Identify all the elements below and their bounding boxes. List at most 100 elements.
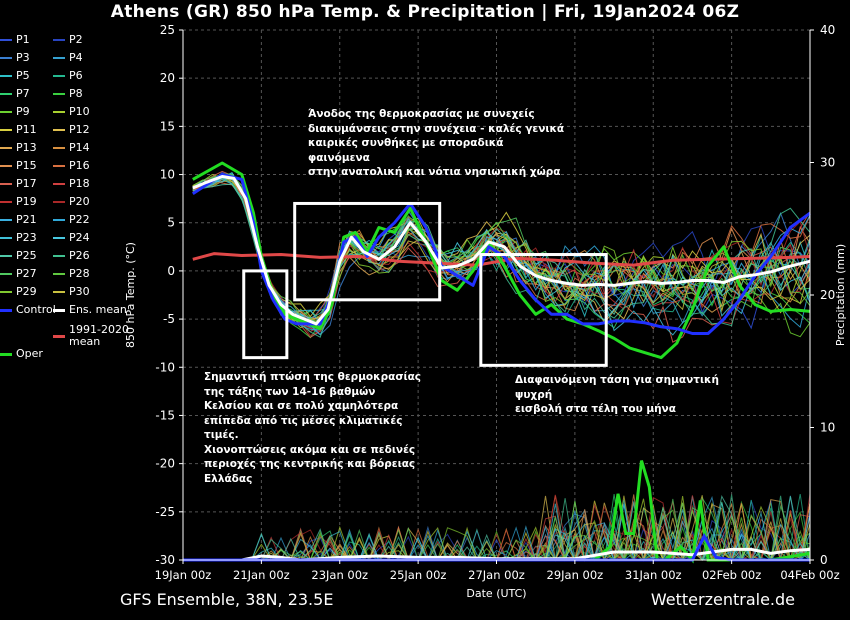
- series-ens-mean: [192, 175, 811, 326]
- legend-swatch: [0, 183, 12, 185]
- legend-swatch: [0, 39, 12, 41]
- legend-label: Control: [16, 303, 56, 316]
- legend-label: Oper: [16, 347, 43, 360]
- legend-item: P23: [0, 232, 37, 244]
- legend-swatch: [0, 291, 12, 293]
- legend-item: P18: [53, 178, 90, 190]
- legend-swatch: [0, 147, 12, 149]
- legend-label: P8: [69, 87, 83, 100]
- legend-label: P13: [16, 141, 37, 154]
- legend-swatch: [53, 39, 65, 41]
- legend-swatch: [53, 147, 65, 149]
- legend-item: P16: [53, 160, 90, 172]
- legend-label: P2: [69, 33, 83, 46]
- legend-swatch: [0, 201, 12, 203]
- legend-label: P22: [69, 213, 90, 226]
- y-tick-label: -5: [163, 312, 175, 326]
- legend-item: P7: [0, 88, 30, 100]
- highlight-boxes: [242, 201, 608, 367]
- legend-item: P26: [53, 250, 90, 262]
- legend-swatch: [0, 255, 12, 257]
- legend-swatch: [53, 219, 65, 221]
- legend-swatch: [53, 165, 65, 167]
- legend-swatch: [53, 291, 65, 293]
- highlight-box-2: [293, 201, 442, 302]
- x-tick-label: 27Jan 00z: [468, 568, 525, 582]
- legend-label: P11: [16, 123, 37, 136]
- legend-label: P20: [69, 195, 90, 208]
- y-tick-label: -20: [155, 457, 175, 471]
- legend-swatch: [53, 129, 65, 131]
- legend-item: P25: [0, 250, 37, 262]
- y2-tick-label: 40: [820, 23, 835, 37]
- legend-swatch: [0, 165, 12, 167]
- legend-label: P14: [69, 141, 90, 154]
- x-tick-label: 29Jan 00z: [547, 568, 604, 582]
- legend-swatch: [0, 111, 12, 113]
- x-tick-label: 02Feb 00z: [702, 568, 761, 582]
- legend-label: P30: [69, 285, 90, 298]
- y-tick-label: -25: [155, 505, 175, 519]
- legend-label: P1: [16, 33, 30, 46]
- legend-swatch: [53, 57, 65, 59]
- legend-label: P27: [16, 267, 37, 280]
- legend-swatch: [53, 308, 65, 312]
- x-tick-label: 21Jan 00z: [233, 568, 290, 582]
- legend-item: Oper: [0, 348, 43, 360]
- legend-item: P6: [53, 70, 83, 82]
- member-line: [192, 174, 811, 328]
- legend-item: Control: [0, 304, 56, 316]
- legend-swatch: [53, 334, 65, 338]
- legend-label: P3: [16, 51, 30, 64]
- x-tick-label: 25Jan 00z: [390, 568, 447, 582]
- legend-item: P2: [53, 34, 83, 46]
- legend-label: P21: [16, 213, 37, 226]
- legend-item: P4: [53, 52, 83, 64]
- legend-label: P10: [69, 105, 90, 118]
- y2-axis-label: Precipitation (mm): [834, 244, 847, 346]
- legend-item: P1: [0, 34, 30, 46]
- legend-swatch: [53, 75, 65, 77]
- series-1991-2020-mean: [192, 252, 811, 267]
- y2-tick-label: 20: [820, 288, 835, 302]
- legend-item: P19: [0, 196, 37, 208]
- member-line: [192, 180, 811, 322]
- legend-label: P17: [16, 177, 37, 190]
- legend-label: P23: [16, 231, 37, 244]
- y-tick-label: 15: [160, 119, 175, 133]
- legend-swatch: [0, 57, 12, 59]
- legend-label: P4: [69, 51, 83, 64]
- legend-item: P10: [53, 106, 90, 118]
- legend-label: P24: [69, 231, 90, 244]
- legend-swatch: [0, 129, 12, 131]
- x-tick-label: 19Jan 00z: [155, 568, 212, 582]
- y-tick-label: 10: [160, 168, 175, 182]
- legend-label: P6: [69, 69, 83, 82]
- legend-item: P20: [53, 196, 90, 208]
- highlight-box-3: [479, 253, 608, 367]
- x-tick-label: 23Jan 00z: [311, 568, 368, 582]
- legend-label: P16: [69, 159, 90, 172]
- member-line: [192, 171, 811, 336]
- x-tick-label: 04Feb 00z: [780, 568, 839, 582]
- legend-swatch: [53, 237, 65, 239]
- legend-label: P7: [16, 87, 30, 100]
- y-tick-label: -10: [155, 360, 175, 374]
- y2-tick-label: 0: [820, 553, 828, 567]
- legend-swatch: [0, 273, 12, 275]
- legend-label: P29: [16, 285, 37, 298]
- y-axis-label: 850 hPa Temp. (°C): [124, 242, 137, 348]
- legend-swatch: [53, 255, 65, 257]
- legend-item: P11: [0, 124, 37, 136]
- legend-item: P30: [53, 286, 90, 298]
- legend-label: P25: [16, 249, 37, 262]
- legend-item: P14: [53, 142, 90, 154]
- y2-tick-label: 10: [820, 421, 835, 435]
- legend-label: P26: [69, 249, 90, 262]
- annotation-cold-drop: Σημαντική πτώση της θερμοκρασίας της τάξ…: [204, 371, 422, 485]
- x-tick-label: 31Jan 00z: [625, 568, 682, 582]
- legend-item: P5: [0, 70, 30, 82]
- legend-swatch: [53, 111, 65, 113]
- legend-swatch: [53, 183, 65, 185]
